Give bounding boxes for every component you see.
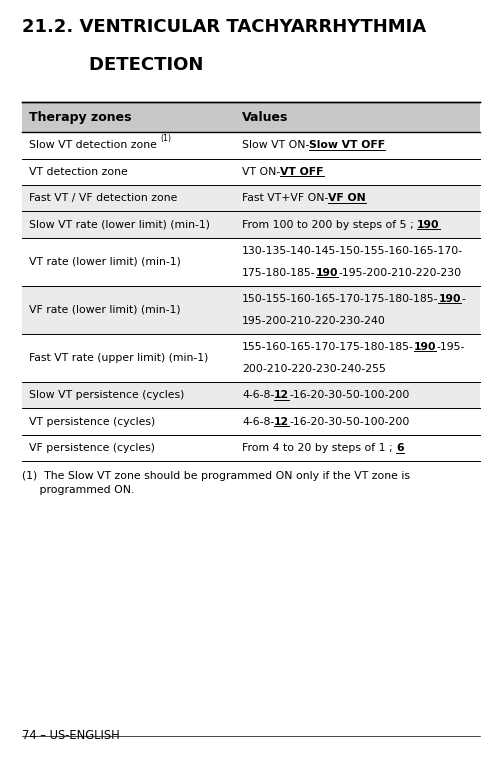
Text: VT OFF: VT OFF <box>280 167 324 177</box>
Text: 130-135-140-145-150-155-160-165-170-: 130-135-140-145-150-155-160-165-170- <box>242 246 463 256</box>
Text: 190: 190 <box>438 294 461 304</box>
Text: VT ON-: VT ON- <box>242 167 280 177</box>
Bar <box>22 102 480 132</box>
Text: Slow VT persistence (cycles): Slow VT persistence (cycles) <box>29 390 184 400</box>
Text: VF rate (lower limit) (min-1): VF rate (lower limit) (min-1) <box>29 305 181 315</box>
Text: Slow VT rate (lower limit) (min-1): Slow VT rate (lower limit) (min-1) <box>29 219 210 230</box>
Text: 12: 12 <box>274 417 289 427</box>
Text: (1)  The Slow VT zone should be programmed ON only if the VT zone is
     progra: (1) The Slow VT zone should be programme… <box>22 472 410 495</box>
Bar <box>22 158 480 185</box>
Bar <box>22 212 480 238</box>
Bar <box>22 435 480 462</box>
Text: 190: 190 <box>417 219 439 230</box>
Text: From 4 to 20 by steps of 1 ;: From 4 to 20 by steps of 1 ; <box>242 443 396 453</box>
Text: 6: 6 <box>396 443 404 453</box>
Text: VT rate (lower limit) (min-1): VT rate (lower limit) (min-1) <box>29 257 181 267</box>
Bar <box>22 132 480 158</box>
Bar <box>22 382 480 408</box>
Bar <box>22 408 480 435</box>
Text: Slow VT detection zone: Slow VT detection zone <box>29 140 160 150</box>
Bar <box>22 238 480 286</box>
Text: -16-20-30-50-100-200: -16-20-30-50-100-200 <box>289 417 410 427</box>
Text: -195-: -195- <box>436 342 465 352</box>
Text: Slow VT OFF: Slow VT OFF <box>309 140 385 150</box>
Bar <box>22 286 480 334</box>
Text: 175-180-185-: 175-180-185- <box>242 268 315 278</box>
Text: 190: 190 <box>414 342 436 352</box>
Text: 21.2. VENTRICULAR TACHYARRHYTHMIA: 21.2. VENTRICULAR TACHYARRHYTHMIA <box>22 18 426 36</box>
Text: VF persistence (cycles): VF persistence (cycles) <box>29 443 155 453</box>
Text: Therapy zones: Therapy zones <box>29 110 131 123</box>
Text: Values: Values <box>242 110 288 123</box>
Text: VT persistence (cycles): VT persistence (cycles) <box>29 417 155 427</box>
Text: 74 – US-ENGLISH: 74 – US-ENGLISH <box>22 729 120 742</box>
Text: -: - <box>461 294 465 304</box>
Bar <box>22 334 480 382</box>
Text: Fast VT / VF detection zone: Fast VT / VF detection zone <box>29 194 178 203</box>
Text: Slow VT ON-: Slow VT ON- <box>242 140 309 150</box>
Text: Fast VT+VF ON-: Fast VT+VF ON- <box>242 194 328 203</box>
Text: From 100 to 200 by steps of 5 ;: From 100 to 200 by steps of 5 ; <box>242 219 417 230</box>
Text: 195-200-210-220-230-240: 195-200-210-220-230-240 <box>242 316 386 326</box>
Text: 190: 190 <box>315 268 338 278</box>
Text: 200-210-220-230-240-255: 200-210-220-230-240-255 <box>242 364 386 374</box>
Text: -195-200-210-220-230: -195-200-210-220-230 <box>338 268 461 278</box>
Text: VF ON: VF ON <box>328 194 366 203</box>
Text: DETECTION: DETECTION <box>64 56 203 74</box>
Text: (1): (1) <box>160 134 171 142</box>
Text: -16-20-30-50-100-200: -16-20-30-50-100-200 <box>289 390 410 400</box>
Text: 4-6-8-: 4-6-8- <box>242 417 274 427</box>
Text: VT detection zone: VT detection zone <box>29 167 128 177</box>
Text: Fast VT rate (upper limit) (min-1): Fast VT rate (upper limit) (min-1) <box>29 353 209 363</box>
Text: 155-160-165-170-175-180-185-: 155-160-165-170-175-180-185- <box>242 342 414 352</box>
Bar <box>22 185 480 212</box>
Text: 4-6-8-: 4-6-8- <box>242 390 274 400</box>
Text: 150-155-160-165-170-175-180-185-: 150-155-160-165-170-175-180-185- <box>242 294 438 304</box>
Text: 12: 12 <box>274 390 289 400</box>
